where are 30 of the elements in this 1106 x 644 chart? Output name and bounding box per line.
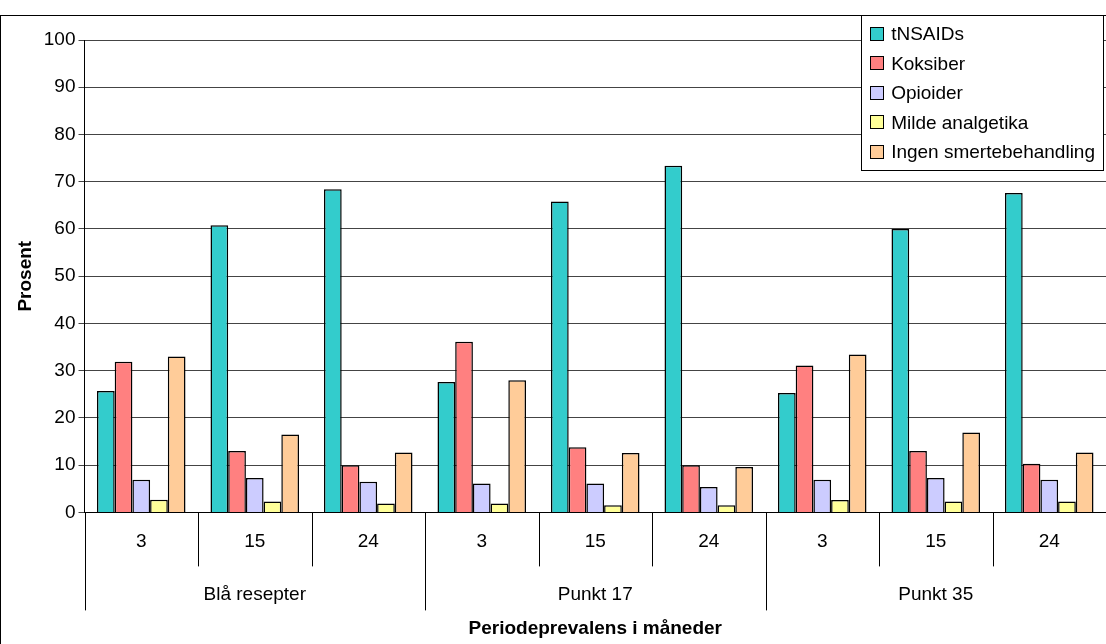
y-tick-label: 80 (54, 122, 76, 144)
y-tick-label: 60 (54, 217, 76, 239)
x-tick-label: 15 (584, 530, 606, 552)
y-tick-label: 40 (54, 311, 76, 333)
legend-label: Opioider (891, 81, 963, 105)
legend-label: tNSAIDs (891, 22, 964, 46)
legend-label: Koksiber (891, 51, 966, 76)
y-axis-title: Prosent (13, 240, 35, 312)
y-tick-label: 50 (54, 264, 76, 286)
y-tick-label: 0 (64, 500, 76, 522)
x-tick-label: 3 (135, 530, 147, 552)
x-tick-label: 24 (1038, 530, 1061, 552)
text: Punkt 17 (557, 582, 633, 604)
y-tick-label: 20 (54, 406, 76, 428)
y-tick-label: 10 (54, 453, 76, 475)
legend-label: Ingen smertebehandling (891, 140, 1095, 164)
y-tick-label: 70 (54, 169, 76, 191)
x-tick-label: 15 (244, 530, 266, 552)
legend-label: Milde analgetika (891, 110, 1029, 135)
text: Blå resepter (203, 582, 307, 604)
x-tick-label: 15 (925, 530, 947, 552)
x-axis-title: Periodeprevalens i måneder (468, 616, 723, 638)
y-tick-label: 100 (43, 28, 76, 50)
x-tick-label: 3 (816, 530, 828, 552)
y-tick-label: 90 (54, 75, 76, 97)
x-tick-label: 24 (357, 530, 380, 552)
x-tick-label: 24 (698, 530, 720, 552)
y-tick-label: 30 (54, 358, 76, 380)
text: Punkt 35 (898, 582, 974, 604)
x-tick-label: 3 (476, 530, 488, 552)
